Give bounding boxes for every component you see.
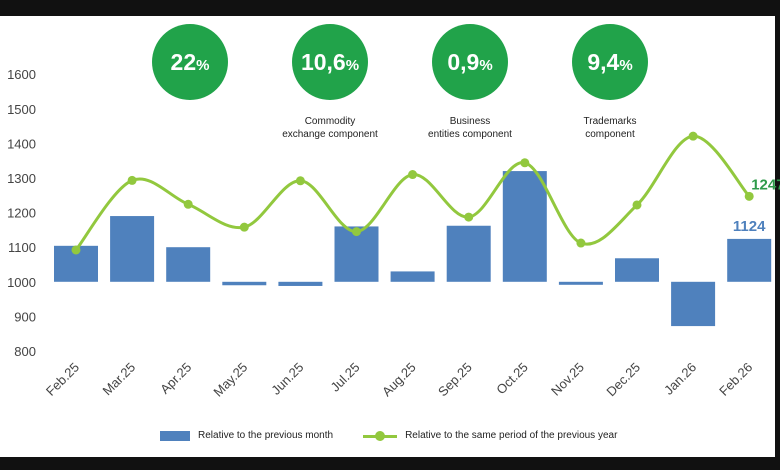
line-point bbox=[183, 199, 193, 209]
bar bbox=[110, 216, 155, 282]
x-tick-label: Mar.25 bbox=[100, 360, 139, 399]
bar bbox=[446, 225, 491, 282]
x-tick-label: Jun.25 bbox=[268, 360, 306, 398]
chart-legend: Relative to the previous month Relative … bbox=[160, 430, 617, 441]
line-series bbox=[74, 134, 751, 251]
component-label: entities component bbox=[428, 129, 512, 140]
component-circle bbox=[152, 24, 228, 100]
x-tick-label: Apr.25 bbox=[157, 360, 194, 397]
x-tick-label: Sep.25 bbox=[435, 360, 475, 400]
component-unit: % bbox=[346, 57, 359, 74]
line-point bbox=[688, 131, 698, 141]
line-point bbox=[239, 222, 249, 232]
component-unit: % bbox=[196, 57, 209, 74]
y-tick-label: 1000 bbox=[7, 275, 36, 290]
line-point bbox=[576, 238, 586, 248]
component-label: Business bbox=[450, 116, 491, 127]
line-point bbox=[408, 170, 418, 180]
legend-item-bar: Relative to the previous month bbox=[160, 430, 333, 441]
line-point bbox=[520, 158, 530, 168]
legend-line-label: Relative to the same period of the previ… bbox=[405, 430, 618, 441]
line-point bbox=[352, 227, 361, 237]
line-point bbox=[71, 245, 81, 255]
data-label: 1247 bbox=[751, 176, 780, 193]
x-tick-label: Feb.25 bbox=[43, 360, 82, 399]
component-value: 22% bbox=[171, 49, 210, 75]
component-circle bbox=[572, 24, 648, 100]
top-frame-bar bbox=[0, 0, 780, 16]
component-value: 9,4% bbox=[587, 49, 632, 75]
legend-item-line: Relative to the same period of the previ… bbox=[363, 430, 617, 441]
bar bbox=[727, 238, 772, 282]
bar bbox=[558, 281, 603, 285]
bar bbox=[671, 281, 716, 327]
bar bbox=[278, 281, 323, 286]
component-label: Commodity bbox=[305, 116, 356, 127]
component-circle bbox=[292, 24, 368, 100]
x-tick-label: Aug.25 bbox=[379, 360, 419, 400]
component-label: exchange component bbox=[282, 129, 378, 140]
data-label: 1124 bbox=[733, 218, 766, 235]
bottom-frame-bar bbox=[0, 457, 780, 470]
y-tick-label: 900 bbox=[14, 309, 36, 324]
y-tick-label: 1100 bbox=[8, 240, 36, 255]
line-point bbox=[295, 176, 305, 186]
y-tick-label: 1600 bbox=[7, 67, 36, 82]
x-tick-label: Jul.25 bbox=[327, 360, 362, 395]
line-point bbox=[632, 200, 642, 210]
x-tick-label: Jan.26 bbox=[661, 360, 699, 398]
component-label: Trademarks bbox=[584, 116, 637, 127]
bar bbox=[166, 247, 211, 282]
component-value: 0,9% bbox=[447, 49, 492, 75]
x-tick-label: May.25 bbox=[210, 360, 250, 400]
legend-bar-swatch bbox=[160, 430, 190, 441]
line-point bbox=[744, 191, 754, 201]
component-circle bbox=[432, 24, 508, 100]
component-label: component bbox=[585, 129, 635, 140]
x-tick-label: Nov.25 bbox=[548, 360, 587, 399]
line-point bbox=[464, 212, 474, 222]
y-tick-label: 1500 bbox=[7, 102, 36, 117]
right-frame-bar bbox=[775, 0, 780, 470]
legend-bar-label: Relative to the previous month bbox=[198, 430, 334, 441]
legend-line-swatch bbox=[363, 430, 398, 441]
line-point bbox=[127, 175, 137, 185]
x-tick-label: Dec.25 bbox=[603, 360, 643, 400]
x-tick-label: Oct.25 bbox=[493, 360, 531, 398]
bar bbox=[390, 271, 435, 282]
component-unit: % bbox=[619, 57, 632, 74]
y-tick-label: 1200 bbox=[7, 206, 36, 221]
y-tick-label: 1300 bbox=[7, 171, 36, 186]
bar bbox=[222, 281, 267, 286]
bar bbox=[502, 171, 547, 282]
x-tick-label: Feb.26 bbox=[716, 360, 755, 399]
component-unit: % bbox=[479, 57, 492, 74]
y-tick-label: 1400 bbox=[7, 136, 36, 151]
bar bbox=[615, 258, 659, 282]
y-tick-label: 800 bbox=[14, 344, 36, 359]
